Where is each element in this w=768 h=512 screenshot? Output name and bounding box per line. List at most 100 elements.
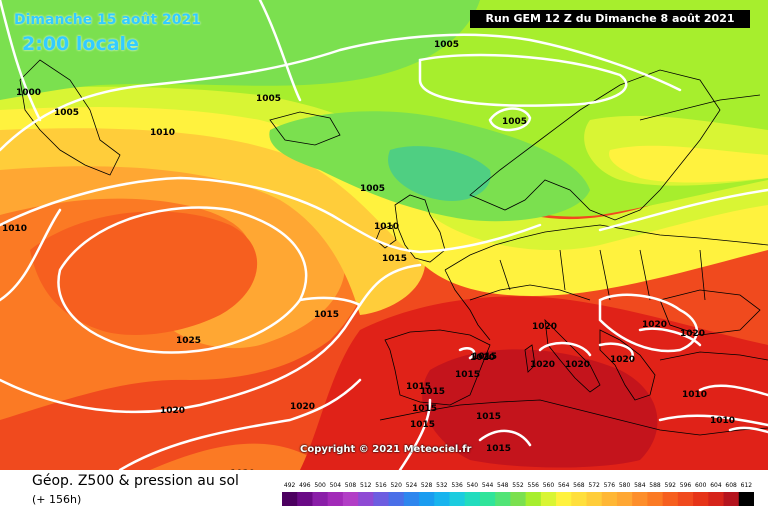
scale-label: 612 — [741, 482, 753, 489]
scale-swatch — [586, 492, 603, 506]
pressure-label: 1015 — [412, 404, 437, 414]
pressure-label: 1020 — [532, 322, 557, 332]
scale-label: 596 — [680, 482, 692, 489]
pressure-label: 1010 — [374, 222, 399, 232]
scale-swatch — [662, 492, 679, 506]
scale-swatch — [571, 492, 588, 506]
scale-label: 580 — [619, 482, 631, 489]
scale-swatch — [297, 492, 313, 506]
legend-footer: Géop. Z500 & pression au sol (+ 156h) 49… — [0, 470, 768, 512]
scale-label: 544 — [482, 482, 494, 489]
pressure-label: 1020 — [610, 355, 635, 365]
pressure-label: 1015 — [472, 352, 497, 362]
scale-label: 584 — [634, 482, 646, 489]
scale-label: 532 — [436, 482, 448, 489]
scale-label: 600 — [695, 482, 707, 489]
scale-label: 576 — [604, 482, 616, 489]
pressure-label: 1020 — [642, 320, 667, 330]
scale-label: 548 — [497, 482, 509, 489]
scale-label: 564 — [558, 482, 570, 489]
scale-swatch — [479, 492, 496, 506]
pressure-label: 1020 — [530, 360, 555, 370]
scale-swatch — [723, 492, 740, 506]
pressure-label: 1015 — [410, 420, 435, 430]
pressure-label: 1020 — [160, 406, 185, 416]
pressure-label: 1015 — [420, 387, 445, 397]
pressure-label: 1005 — [360, 184, 385, 194]
scale-swatch — [312, 492, 329, 506]
pressure-label: 1020 — [565, 360, 590, 370]
scale-label: 608 — [725, 482, 737, 489]
scale-swatch — [342, 492, 359, 506]
pressure-label: 1005 — [54, 108, 79, 118]
scale-label: 568 — [573, 482, 585, 489]
pressure-label: 1025 — [176, 336, 201, 346]
pressure-label: 1020 — [680, 329, 705, 339]
pressure-label: 1015 — [406, 382, 431, 392]
pressure-labels: 1000 1005 1005 1005 1005 1005 1010 1010 1010 1015… — [2, 40, 735, 470]
scale-swatch — [495, 492, 511, 506]
scale-swatch — [616, 492, 633, 506]
pressure-label: 1010 — [682, 390, 707, 400]
scale-swatch — [434, 492, 450, 506]
scale-label: 560 — [543, 482, 555, 489]
scale-swatch — [556, 492, 572, 506]
scale-label: 528 — [421, 482, 433, 489]
scale-label: 508 — [345, 482, 357, 489]
scale-label: 540 — [467, 482, 479, 489]
scale-label: 500 — [314, 482, 326, 489]
pressure-label: 1010 — [150, 128, 175, 138]
pressure-label: 1020 — [470, 353, 495, 363]
pressure-label: 1000 — [16, 88, 41, 98]
scale-label: 536 — [451, 482, 463, 489]
scale-label: 520 — [390, 482, 402, 489]
pressure-label: 1010 — [2, 224, 27, 234]
scale-label: 504 — [330, 482, 342, 489]
scale-swatch — [693, 492, 709, 506]
forecast-hour: 2:00 locale — [22, 33, 139, 55]
scale-swatch — [510, 492, 527, 506]
scale-swatch — [632, 492, 648, 506]
scale-label: 492 — [284, 482, 296, 489]
pressure-label: 1015 — [314, 310, 339, 320]
scale-swatch — [464, 492, 481, 506]
scale-swatch — [327, 492, 344, 506]
scale-swatch — [708, 492, 725, 506]
copyright-text: Copyright © 2021 Meteociel.fr — [300, 444, 472, 455]
forecast-range: (+ 156h) — [32, 493, 82, 506]
scale-swatch — [540, 492, 557, 506]
scale-label: 552 — [512, 482, 524, 489]
pressure-label: 1005 — [256, 94, 281, 104]
scale-label: 572 — [588, 482, 600, 489]
pressure-label: 1020 — [230, 469, 255, 470]
scale-label: 592 — [665, 482, 677, 489]
scale-label: 556 — [528, 482, 540, 489]
scale-label: 496 — [299, 482, 311, 489]
color-scale: 492 496 500 504 508 512 516 520 524 528 532 536 540 5… — [282, 482, 754, 506]
forecast-map: 1000 1005 1005 1005 1005 1005 1010 1010 1010 1015… — [0, 0, 768, 470]
scale-swatch — [358, 492, 374, 506]
geopotential-band-green — [0, 0, 480, 100]
forecast-date: Dimanche 15 août 2021 — [14, 12, 201, 28]
geopotential-band-northeast-yellow — [609, 145, 768, 183]
scale-swatch — [419, 492, 435, 506]
scale-swatch — [738, 492, 754, 506]
pressure-label: 1015 — [382, 254, 407, 264]
pressure-label: 1010 — [710, 416, 735, 426]
scale-swatch — [403, 492, 420, 506]
scale-swatch — [373, 492, 390, 506]
scale-swatch — [388, 492, 405, 506]
pressure-label: 1015 — [476, 412, 501, 422]
isobars — [0, 0, 768, 470]
pressure-label: 1015 — [486, 444, 511, 454]
scale-label: 524 — [406, 482, 418, 489]
pressure-label: 1020 — [290, 402, 315, 412]
scale-swatch — [525, 492, 542, 506]
scale-swatch — [282, 492, 298, 506]
pressure-label: 1015 — [455, 370, 480, 380]
run-info: Run GEM 12 Z du Dimanche 8 août 2021 — [470, 10, 750, 28]
scale-swatch — [449, 492, 466, 506]
scale-swatch — [601, 492, 618, 506]
map-title: Géop. Z500 & pression au sol — [32, 473, 239, 489]
